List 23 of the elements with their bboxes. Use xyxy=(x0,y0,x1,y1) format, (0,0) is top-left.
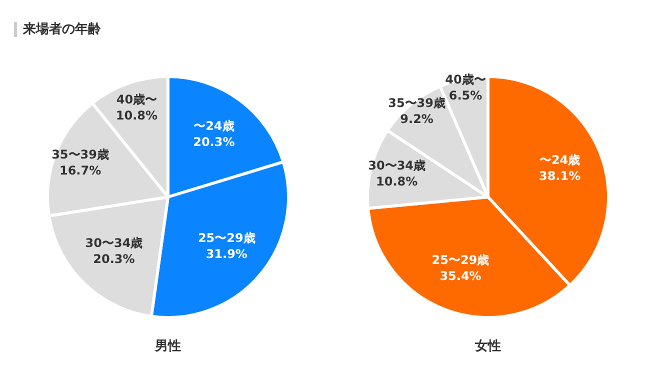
data-label: 16.7% xyxy=(59,163,102,178)
slice-label: 35〜39歳 xyxy=(388,96,446,110)
slice-label: 〜24歳 xyxy=(539,152,580,167)
text: 男性 xyxy=(154,338,182,355)
slice-label: 〜24歳 xyxy=(194,119,234,134)
data-label: 20.3% xyxy=(93,252,135,266)
data-label: 35.4% xyxy=(440,269,482,284)
data-label: 9.2% xyxy=(400,112,434,126)
data-label: 10.8% xyxy=(116,108,158,122)
data-label: 20.3% xyxy=(193,135,235,150)
slice-label: 35〜39歳 xyxy=(52,147,109,162)
slice-label: 30〜34歳 xyxy=(85,236,143,250)
chart-title: 来場者の年齢 xyxy=(23,21,101,38)
slice-label: 30〜34歳 xyxy=(368,158,426,172)
slice-label: 25〜29歳 xyxy=(432,253,490,268)
slice-label: 40歳〜 xyxy=(445,72,486,87)
data-label: 38.1% xyxy=(538,168,581,183)
data-label: 10.8% xyxy=(376,174,418,188)
data-label: 6.5% xyxy=(448,88,482,103)
text: 女性 xyxy=(474,338,502,355)
slice-label: 40歳〜 xyxy=(116,92,158,106)
slice-label: 25〜29歳 xyxy=(198,231,256,246)
data-label: 31.9% xyxy=(206,247,248,262)
